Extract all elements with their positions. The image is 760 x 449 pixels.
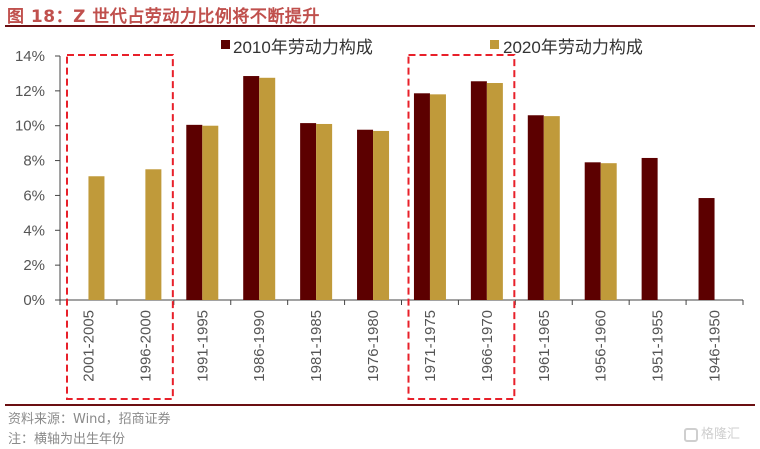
bar-2010-1981-1985 [300, 123, 317, 300]
bar-2010-1986-1990 [243, 76, 260, 301]
legend-label-2010: 2010年劳动力构成 [233, 38, 373, 57]
bar-2020-1966-1970 [486, 83, 503, 300]
x-tick-label: 1966-1970 [479, 310, 496, 382]
watermark: 格隆汇 [684, 423, 740, 442]
bar-2020-1981-1985 [316, 123, 333, 300]
x-tick-label: 2001-2005 [80, 310, 97, 382]
bar-2010-1951-1955 [641, 157, 658, 300]
bar-2010-1976-1980 [357, 129, 374, 300]
y-tick-label: 0% [23, 292, 45, 309]
bar-2010-1971-1975 [413, 93, 430, 300]
x-tick-label: 1996-2000 [137, 310, 154, 382]
bar-2010-1966-1970 [470, 81, 487, 301]
x-tick-label: 1961-1965 [536, 310, 553, 382]
bar-2020-1971-1975 [429, 94, 446, 300]
x-tick-label: 1971-1975 [422, 310, 439, 382]
watermark-logo-icon [684, 427, 698, 442]
bar-2020-1991-1995 [202, 125, 219, 300]
bar-2020-1956-1960 [600, 163, 617, 300]
bar-2010-1946-1950 [698, 198, 715, 300]
x-axis: 2001-2005 1996-2000 1991-1995 1986-1990 1981… [59, 299, 744, 382]
figure-title: 图 18：Z 世代占劳动力比例将不断提升 [7, 7, 320, 27]
x-tick-label: 1946-1950 [707, 310, 724, 382]
bar-2020-1976-1980 [373, 130, 390, 300]
x-tick-label: 1981-1985 [308, 310, 325, 382]
highlight-box-1 [66, 54, 174, 400]
y-tick-label: 8% [23, 153, 45, 170]
bar-2010-1956-1960 [584, 162, 601, 300]
axis-note: 注：横轴为出生年份 [8, 432, 126, 447]
bar-2020-1996-2000 [145, 169, 162, 300]
bar-2020-1961-1965 [543, 116, 560, 300]
watermark-text: 格隆汇 [701, 427, 741, 442]
x-tick-label: 1991-1995 [194, 310, 211, 382]
bar-2020-2001-2005 [88, 176, 105, 300]
x-tick-label: 1951-1955 [650, 310, 667, 382]
y-tick-label: 14% [15, 48, 45, 65]
x-tick-label: 1986-1990 [251, 310, 268, 382]
highlight-box-2 [407, 54, 516, 400]
bar-2010-1961-1965 [527, 115, 544, 300]
footer-rule [5, 404, 755, 406]
y-tick-label: 6% [23, 187, 45, 204]
source-note: 资料来源：Wind，招商证券 [8, 412, 171, 427]
bar-2020-1986-1990 [259, 77, 276, 301]
x-tick-label: 1956-1960 [593, 310, 610, 382]
legend-swatch-2010 [221, 40, 230, 49]
y-tick-label: 2% [23, 257, 45, 274]
y-axis: 0% 2% 4% 6% 8% 10% 12% 14% [15, 48, 61, 309]
legend: 2010年劳动力构成 2020年劳动力构成 [221, 38, 643, 57]
title-rule [5, 25, 755, 27]
highlight-boxes [66, 54, 516, 400]
y-tick-label: 12% [15, 83, 45, 100]
x-tick-label: 1976-1980 [365, 310, 382, 382]
bars [88, 76, 715, 301]
bar-2010-1991-1995 [186, 124, 203, 300]
y-tick-label: 10% [15, 118, 45, 135]
legend-label-2020: 2020年劳动力构成 [503, 38, 643, 57]
y-tick-label: 4% [23, 222, 45, 239]
legend-swatch-2020 [490, 40, 499, 49]
